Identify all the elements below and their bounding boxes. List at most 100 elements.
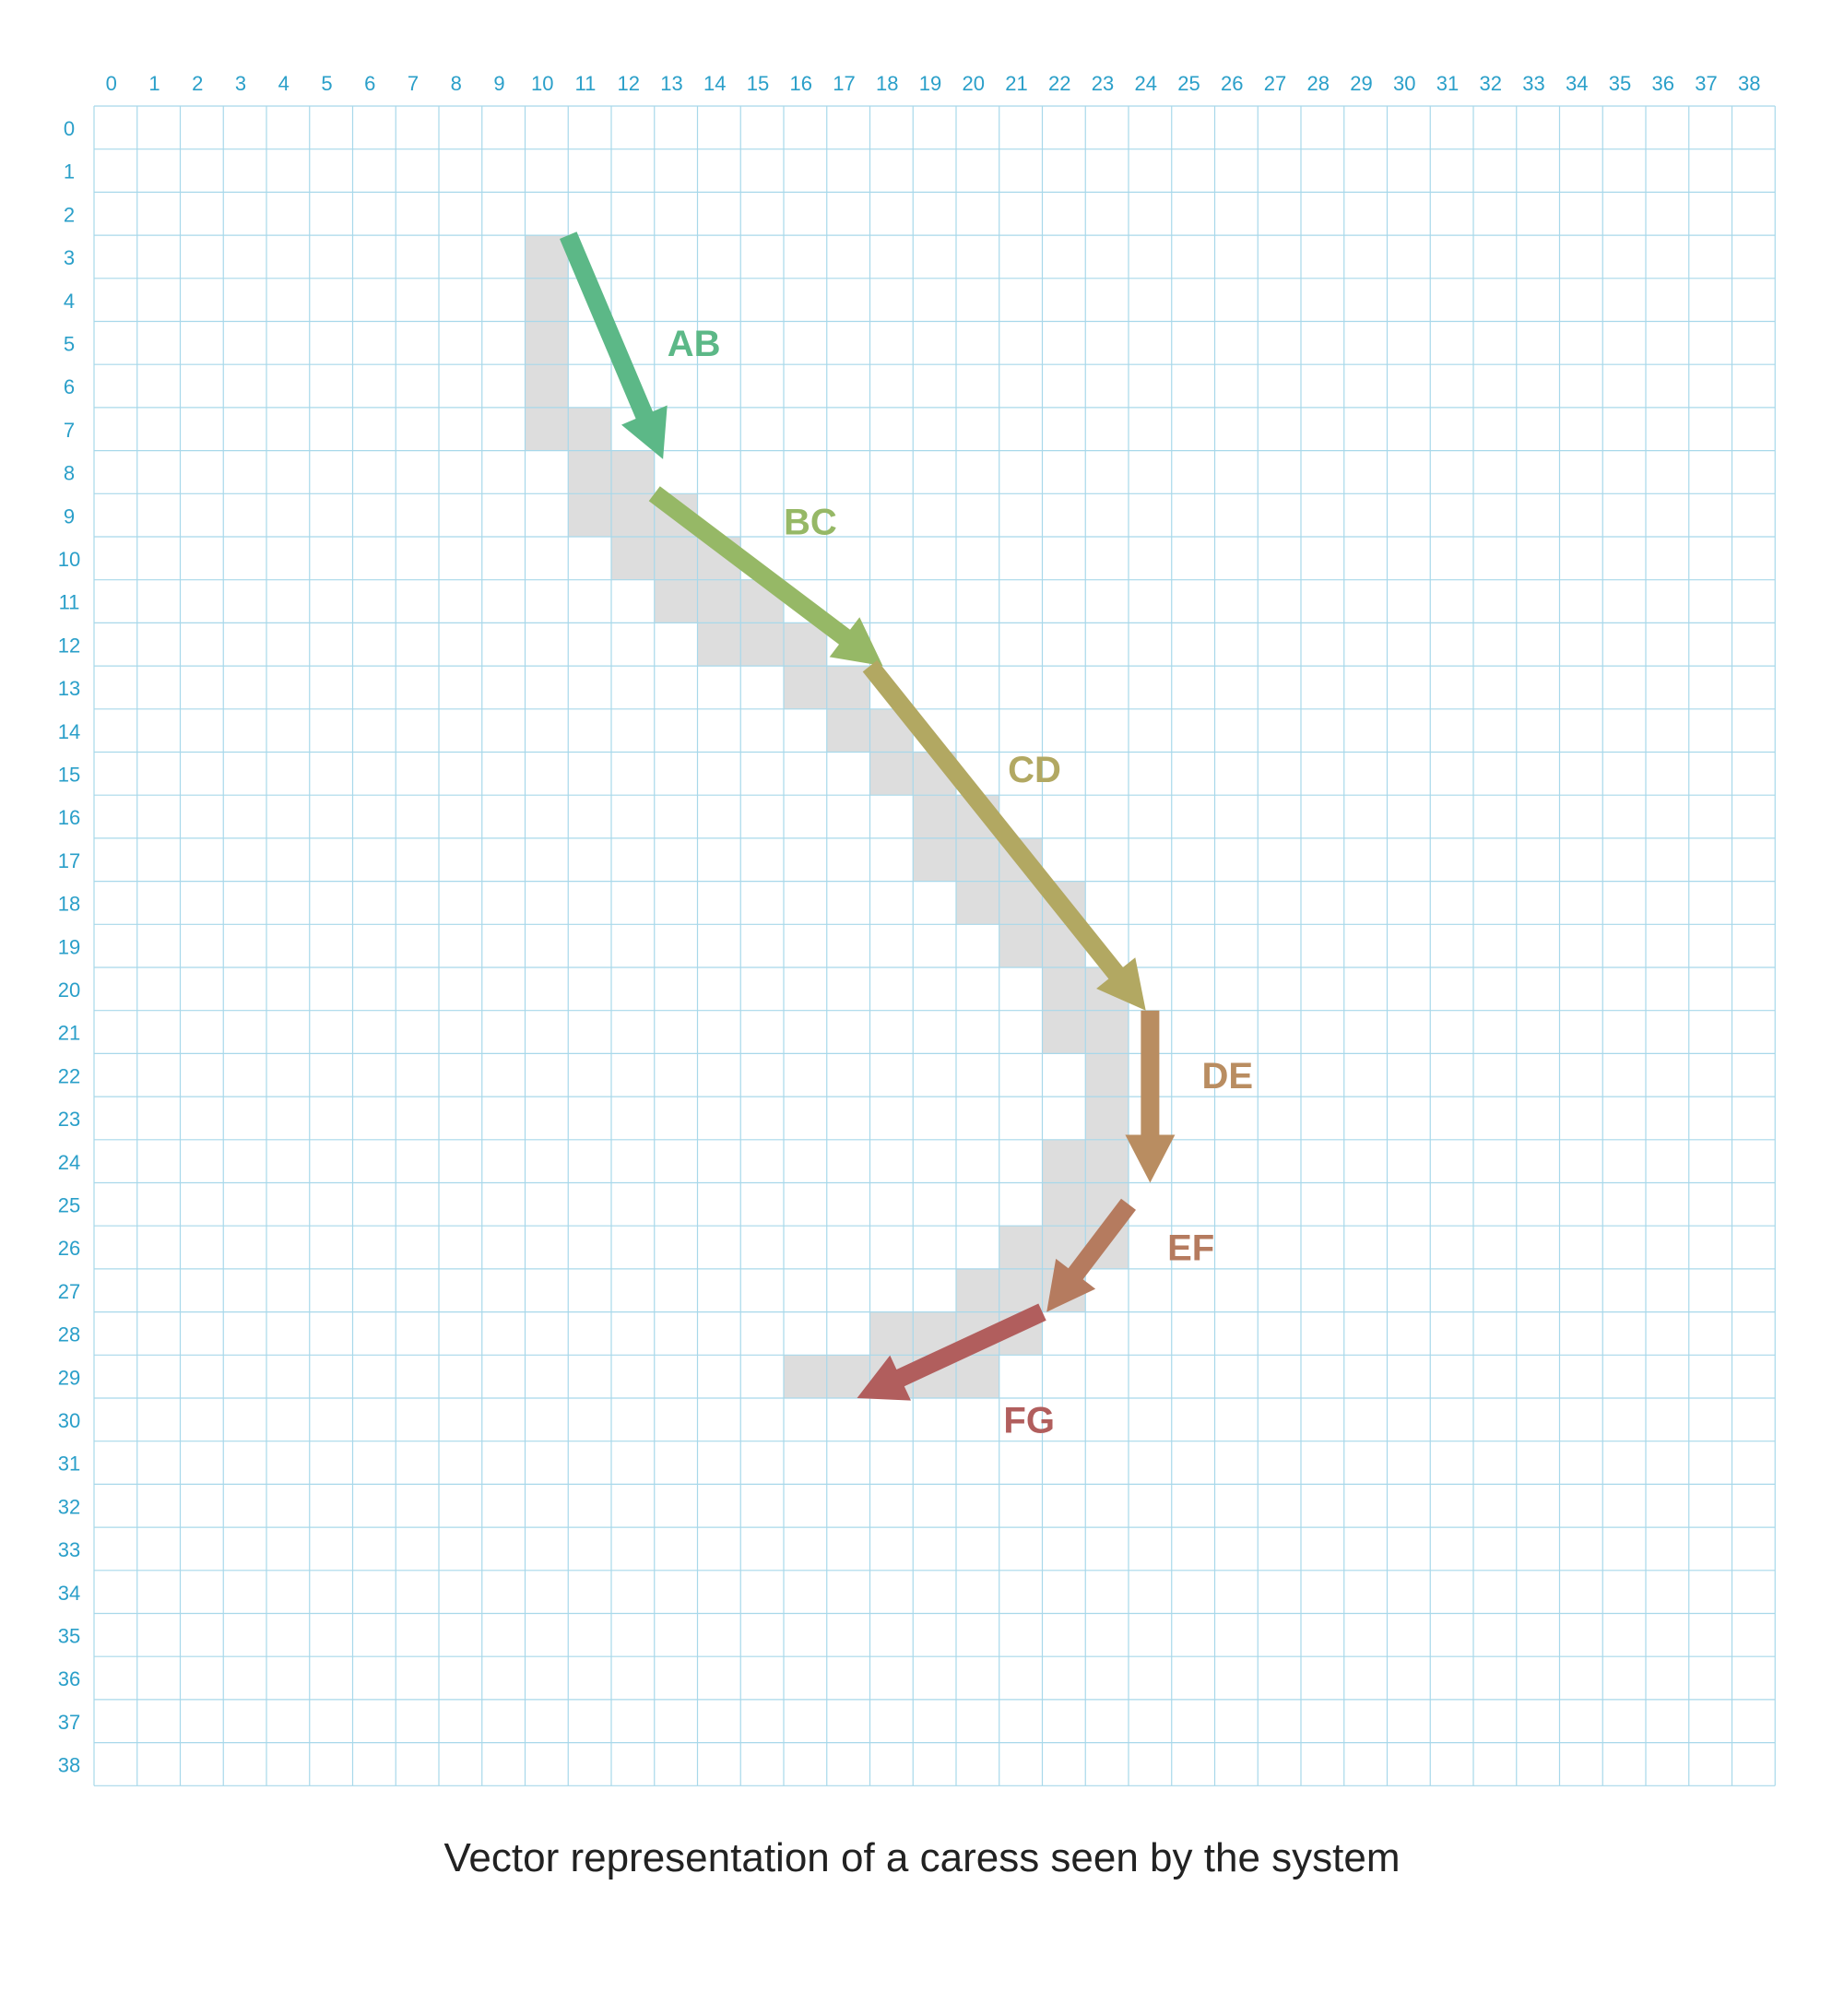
column-label: 9 <box>493 72 504 95</box>
row-label: 34 <box>58 1582 80 1605</box>
column-label: 23 <box>1092 72 1114 95</box>
column-label: 32 <box>1479 72 1501 95</box>
vector-arrow-fg <box>857 1303 1046 1401</box>
column-labels: 0 1 2 3 4 5 6 7 8 9 10 11 12 13 14 15 16 17 18 19 20 21 22 23 24… <box>106 72 1761 95</box>
row-label: 23 <box>58 1108 80 1131</box>
column-label: 21 <box>1005 72 1027 95</box>
row-label: 0 <box>64 117 75 140</box>
row-label: 37 <box>58 1711 80 1734</box>
highlighted-cell <box>956 1355 999 1398</box>
highlighted-cell <box>784 1355 827 1398</box>
row-label: 22 <box>58 1064 80 1087</box>
highlighted-cell <box>784 623 827 667</box>
row-label: 36 <box>58 1667 80 1690</box>
highlighted-cell <box>568 407 611 451</box>
highlighted-cell <box>568 450 611 494</box>
highlighted-cell <box>525 321 569 365</box>
row-label: 33 <box>58 1538 80 1561</box>
column-label: 26 <box>1221 72 1243 95</box>
column-label: 7 <box>408 72 419 95</box>
column-label: 4 <box>278 72 290 95</box>
highlighted-cell <box>1085 1139 1129 1183</box>
vector-arrow-ef <box>1046 1198 1136 1312</box>
highlighted-cell <box>1085 1010 1129 1054</box>
highlighted-cell <box>740 623 784 667</box>
highlighted-cell <box>826 708 870 753</box>
column-label: 5 <box>321 72 332 95</box>
highlighted-cell <box>956 881 999 925</box>
vector-arrow-cd <box>862 659 1146 1011</box>
column-label: 2 <box>192 72 203 95</box>
highlighted-cell <box>913 795 956 838</box>
row-label: 29 <box>58 1366 80 1389</box>
column-label: 15 <box>747 72 769 95</box>
row-label: 30 <box>58 1409 80 1432</box>
column-label: 33 <box>1522 72 1544 95</box>
row-label: 24 <box>58 1151 80 1174</box>
highlighted-cell <box>999 1226 1043 1269</box>
row-label: 16 <box>58 806 80 829</box>
column-label: 22 <box>1048 72 1070 95</box>
column-label: 11 <box>575 72 597 95</box>
row-label: 18 <box>58 893 80 916</box>
row-label: 21 <box>58 1022 80 1045</box>
column-label: 1 <box>148 72 160 95</box>
row-label: 7 <box>64 419 75 442</box>
column-label: 14 <box>703 72 726 95</box>
column-label: 12 <box>617 72 639 95</box>
highlighted-cell <box>913 837 956 882</box>
row-label: 8 <box>64 462 75 485</box>
highlighted-cell <box>568 493 611 537</box>
column-label: 35 <box>1609 72 1631 95</box>
column-label: 31 <box>1436 72 1459 95</box>
highlighted-cell <box>1042 1139 1086 1183</box>
highlighted-cell <box>999 924 1043 967</box>
column-label: 8 <box>451 72 462 95</box>
row-label: 12 <box>58 634 80 657</box>
row-label: 25 <box>58 1194 80 1217</box>
column-label: 30 <box>1393 72 1415 95</box>
vector-arrow-ab <box>560 231 668 459</box>
row-label: 5 <box>64 333 75 356</box>
column-label: 16 <box>789 72 811 95</box>
row-label: 1 <box>64 160 75 184</box>
column-label: 34 <box>1566 72 1588 95</box>
caress-vector-grid: 0 1 2 3 4 5 6 7 8 9 10 11 12 13 14 15 16 17 18 19 20 21 22 23 24… <box>58 72 1776 1786</box>
highlighted-cell <box>525 407 569 451</box>
column-label: 38 <box>1738 72 1760 95</box>
highlighted-cell <box>1042 967 1086 1011</box>
row-label: 10 <box>58 548 80 571</box>
column-label: 28 <box>1306 72 1329 95</box>
vector-label-de: DE <box>1201 1056 1253 1097</box>
row-labels: 0123456789101112131415161718192021222324… <box>58 117 80 1777</box>
vector-arrow-bc <box>648 486 883 667</box>
highlighted-cell <box>999 881 1043 925</box>
column-label: 36 <box>1651 72 1673 95</box>
row-label: 13 <box>58 677 80 700</box>
highlighted-cell <box>611 493 655 537</box>
row-label: 31 <box>58 1453 80 1476</box>
highlighted-cell <box>1085 1053 1129 1097</box>
column-label: 37 <box>1695 72 1717 95</box>
highlighted-cell <box>525 235 569 279</box>
row-label: 3 <box>64 246 75 269</box>
vector-label-fg: FG <box>1003 1400 1055 1441</box>
row-label: 17 <box>58 849 80 872</box>
vector-arrow-de <box>1125 1010 1176 1183</box>
row-label: 6 <box>64 375 75 398</box>
highlighted-cell <box>826 666 870 709</box>
highlighted-cell <box>654 579 698 623</box>
row-label: 2 <box>64 203 75 226</box>
column-label: 17 <box>833 72 855 95</box>
highlighted-cell <box>611 450 655 494</box>
vectors: AB BC CD DE EF FG <box>560 231 1253 1441</box>
column-label: 27 <box>1264 72 1286 95</box>
column-label: 25 <box>1177 72 1200 95</box>
highlighted-cell <box>1042 1010 1086 1054</box>
column-label: 0 <box>106 72 117 95</box>
column-label: 3 <box>235 72 246 95</box>
row-label: 4 <box>64 290 75 313</box>
column-label: 10 <box>531 72 553 95</box>
column-label: 18 <box>876 72 898 95</box>
highlighted-cell <box>525 278 569 322</box>
